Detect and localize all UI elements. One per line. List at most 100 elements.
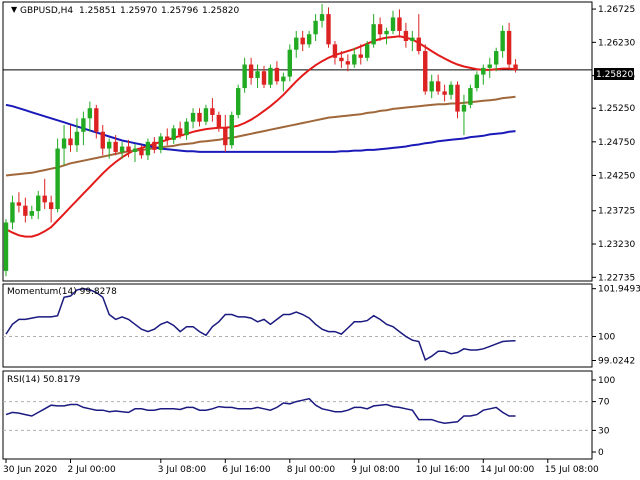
candle: [377, 17, 383, 41]
candle-body: [255, 71, 260, 78]
time-tick-label: 10 Jul 16:00: [416, 465, 470, 475]
time-tick-label: 3 Jul 08:00: [158, 465, 207, 475]
candle: [448, 81, 454, 100]
candle-body: [274, 67, 280, 82]
open-value: 1.25851: [79, 6, 116, 16]
candle-body: [358, 54, 363, 58]
candle-body: [126, 146, 131, 152]
candle: [61, 125, 67, 166]
price-tick-label: 1.26230: [598, 38, 635, 48]
candle: [371, 14, 376, 48]
candle-body: [339, 57, 344, 62]
candle-body: [242, 64, 247, 89]
candles[interactable]: [3, 4, 518, 277]
candle: [229, 111, 234, 149]
candle: [74, 118, 80, 152]
candle: [242, 57, 247, 93]
price-tick-label: 1.22735: [598, 273, 635, 283]
price-tick-label: 1.24250: [598, 171, 635, 181]
candle: [468, 84, 473, 109]
candle-body: [365, 44, 370, 58]
header-triangle-icon[interactable]: ▼: [11, 5, 18, 14]
candle-body: [352, 54, 357, 65]
candle: [397, 9, 402, 38]
candle: [326, 7, 331, 48]
rsi-tick-label: 70: [598, 398, 610, 408]
candle-body: [55, 148, 60, 210]
price-tick-label: 1.23230: [598, 240, 635, 250]
momentum-tick-label: 100: [598, 333, 615, 343]
candle: [332, 40, 338, 65]
candle: [423, 44, 428, 95]
rsi-panel-border: [2, 370, 593, 460]
candle: [210, 98, 215, 122]
current-price-label: 1.25820: [596, 70, 633, 80]
candle: [513, 59, 518, 73]
time-axis: 30 Jun 2020 2 Jul 00:00 3 Jul 08:00 6 Jul 1…: [3, 459, 599, 475]
price-tick-label: 1.24750: [598, 138, 635, 148]
candle: [390, 10, 396, 35]
candle: [352, 47, 357, 68]
candle: [461, 94, 467, 136]
candle-body: [410, 37, 415, 41]
time-tick-label: 15 Jul 08:00: [545, 465, 599, 475]
candle-body: [377, 24, 383, 35]
candle-body: [287, 49, 292, 77]
candle-body: [203, 108, 209, 122]
candle-body: [36, 195, 41, 212]
candle-body: [448, 84, 454, 95]
candle: [197, 108, 202, 127]
candle: [29, 205, 34, 220]
candle-body: [481, 67, 486, 75]
candle-body: [513, 64, 518, 70]
candle-body: [281, 76, 286, 82]
candle: [358, 44, 363, 65]
candle-body: [306, 34, 312, 45]
candle: [87, 101, 93, 132]
candle-body: [68, 138, 73, 146]
candle: [16, 192, 22, 213]
candle-body: [100, 131, 105, 149]
momentum-tick-label: 99.0242: [598, 356, 635, 366]
price-tick-label: 1.25250: [598, 104, 635, 114]
candle: [248, 57, 254, 85]
time-tick-label: 8 Jul 00:00: [287, 465, 336, 475]
momentum-tick-label: 101.9493: [598, 285, 640, 295]
rsi-tick-label: 100: [598, 376, 615, 386]
candle-body: [223, 128, 228, 146]
candle-body: [152, 141, 157, 150]
candle-body: [132, 148, 138, 152]
candle: [403, 22, 409, 48]
candle-body: [23, 205, 28, 216]
ma-slow-line: [5, 103, 516, 153]
candle-body: [500, 30, 505, 52]
momentum-line: [5, 287, 516, 362]
candle-body: [210, 108, 215, 115]
time-tick-label: 2 Jul 00:00: [68, 465, 117, 475]
candle: [184, 118, 189, 140]
candle-body: [16, 202, 22, 206]
candle: [384, 27, 389, 45]
candle-body: [294, 37, 299, 50]
candle-body: [61, 138, 67, 149]
candle: [100, 125, 105, 156]
candle: [107, 138, 112, 159]
candle-body: [184, 121, 189, 136]
candle: [55, 138, 60, 213]
candle: [139, 145, 144, 159]
candle: [132, 143, 138, 163]
candle-body: [87, 108, 93, 119]
candle-body: [435, 81, 441, 92]
candle-body: [107, 141, 112, 149]
candle: [345, 54, 351, 72]
candle: [313, 14, 318, 41]
time-tick-label: 6 Jul 16:00: [222, 465, 271, 475]
candle: [268, 64, 273, 89]
candle: [236, 84, 241, 119]
candle: [474, 71, 480, 92]
candle: [177, 121, 183, 139]
candle-body: [461, 104, 467, 112]
candle-body: [229, 114, 234, 146]
candle: [274, 61, 280, 85]
